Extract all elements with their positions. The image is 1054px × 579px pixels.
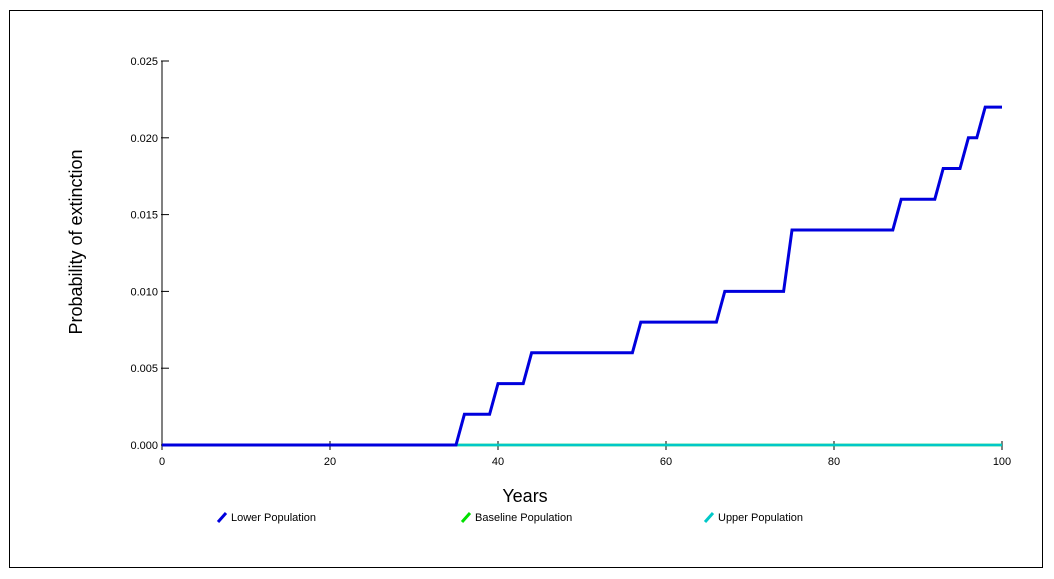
chart-frame xyxy=(9,10,1043,568)
x-tick-label: 40 xyxy=(492,456,504,468)
legend-label: Baseline Population xyxy=(475,512,572,524)
legend-marker xyxy=(216,512,228,523)
legend: Lower Population Baseline Population Upper… xyxy=(216,512,803,524)
series-line-lower-population xyxy=(162,105,1002,447)
y-tick-label: 0.025 xyxy=(130,56,158,68)
x-tick-label: 60 xyxy=(660,456,672,468)
axes: 0.000 0.005 0.010 0.015 0.020 0.025 0 20 40 60 80 1… xyxy=(130,56,1011,468)
x-tick-label: 100 xyxy=(993,456,1011,468)
x-tick-label: 20 xyxy=(324,456,336,468)
legend-label: Lower Population xyxy=(231,512,316,524)
y-tick-label: 0.010 xyxy=(130,286,158,298)
legend-marker xyxy=(703,512,715,523)
y-tick-label: 0.005 xyxy=(130,363,158,375)
y-tick-label: 0.015 xyxy=(130,210,158,222)
y-axis-title: Probability of extinction xyxy=(66,149,86,334)
series-layer xyxy=(162,105,1002,447)
x-tick-label: 80 xyxy=(828,456,840,468)
y-tick-label: 0.000 xyxy=(130,440,158,452)
x-tick-label: 0 xyxy=(159,456,165,468)
legend-label: Upper Population xyxy=(718,512,803,524)
legend-marker xyxy=(460,512,472,523)
y-tick-label: 0.020 xyxy=(130,133,158,145)
x-axis-title: Years xyxy=(502,486,547,506)
